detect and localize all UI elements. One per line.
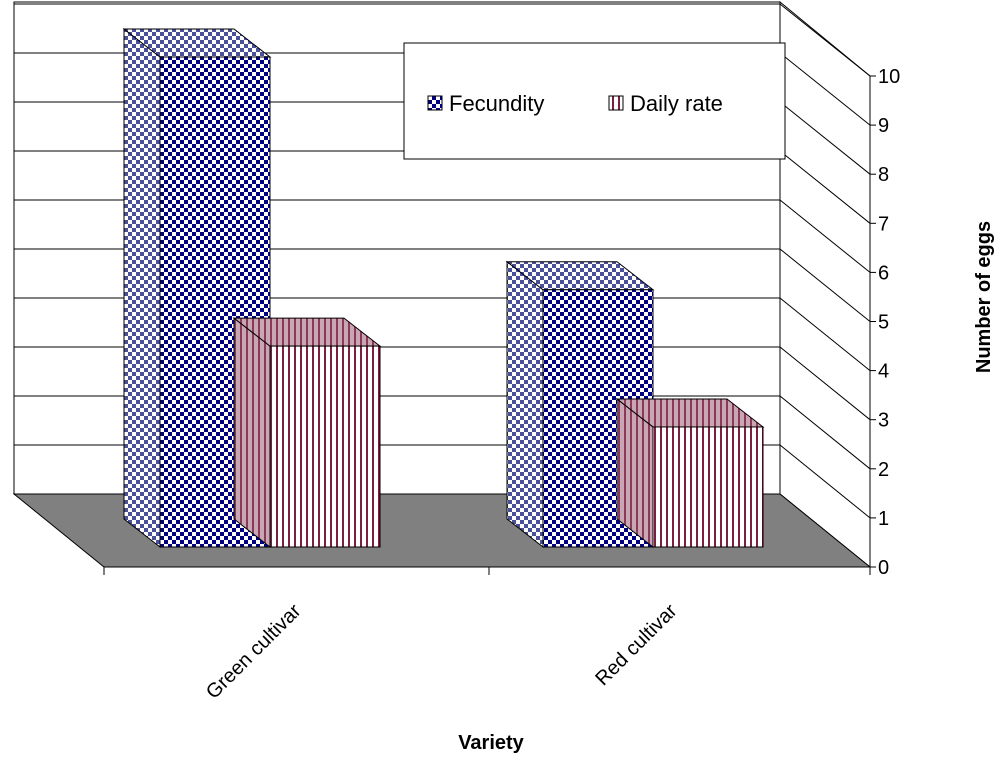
y-tick-label-6: 6 [878,262,889,284]
y-tick-label-9: 9 [878,115,889,137]
gridline-side-2 [779,395,871,470]
gridline-side-8 [779,101,871,175]
y-tick-label-8: 8 [878,164,889,186]
legend-swatch-fecundity [427,95,443,111]
bar-front-daily-rate-red-cultivar [652,426,764,548]
y-tick-label-4: 4 [878,361,889,383]
legend: Fecundity Daily rate [403,42,786,160]
y-tick-label-1: 1 [878,508,889,530]
bar-daily-rate-red-cultivar [615,397,765,549]
gridline-side-9 [779,52,871,126]
gridline-side-6 [779,199,871,273]
gridline-side-10 [779,3,871,77]
legend-swatch-daily-rate [608,95,624,111]
y-tick-label-7: 7 [878,213,889,235]
legend-label-daily-rate: Daily rate [630,91,723,116]
x-axis-title: Variety [458,732,524,754]
gridline-side-1 [779,444,871,519]
y-tick-label-2: 2 [878,459,889,481]
y-axis: 0 1 2 3 4 5 6 7 8 9 10 [869,66,900,579]
gridline-side-5 [779,248,871,322]
bar-side-daily-rate-green-cultivar [233,317,271,549]
x-axis [103,566,871,575]
bar-side-fecundity-green-cultivar [123,27,161,549]
gridline-side-3 [779,346,871,421]
category-label-green-cultivar: Green cultivar [202,600,306,704]
bar-side-fecundity-red-cultivar [506,260,544,549]
y-tick-label-5: 5 [878,312,889,334]
y-tick-label-3: 3 [878,410,889,432]
y-tick-label-0: 0 [878,557,889,579]
y-tick-label-10: 10 [878,66,900,88]
category-label-red-cultivar: Red cultivar [591,600,681,690]
side-wall [779,0,871,569]
bars [122,27,765,549]
legend-label-fecundity: Fecundity [449,91,544,116]
gridline-side-7 [779,150,871,224]
gridline-side-4 [779,297,871,371]
y-axis-title: Number of eggs [973,221,995,373]
bar-front-daily-rate-green-cultivar [269,345,381,548]
bar-daily-rate-green-cultivar [232,317,382,549]
legend-box [403,42,786,160]
